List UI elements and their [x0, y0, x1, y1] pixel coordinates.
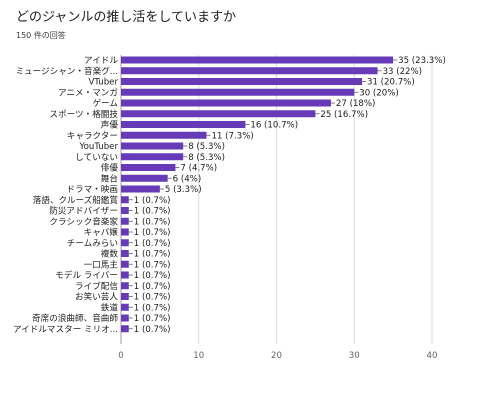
value-label: 1 (0.7%)	[134, 196, 171, 206]
category-label: キャバ嬢	[84, 226, 119, 238]
x-tick-label: 30	[349, 351, 360, 361]
category-label: 俳優	[101, 162, 119, 174]
bar	[121, 293, 129, 300]
x-tick-label: 10	[193, 351, 204, 361]
value-label: 8 (5.3%)	[188, 153, 225, 163]
bar	[121, 271, 129, 279]
chart-title: どのジャンルの推し活をしていますか	[16, 10, 236, 25]
value-label: 16 (10.7%)	[250, 121, 298, 131]
category-label: 奇席の浪曲師、音曲師	[32, 312, 118, 324]
bar	[121, 185, 160, 193]
value-label: 5 (3.3%)	[165, 185, 202, 195]
category-label: していない	[75, 152, 118, 163]
value-label: 1 (0.7%)	[134, 314, 171, 324]
category-label: ゲーム	[92, 97, 118, 109]
bar	[121, 228, 129, 236]
value-label: 33 (22%)	[383, 67, 422, 77]
bar	[121, 250, 129, 257]
value-label: 1 (0.7%)	[134, 271, 171, 281]
category-label: ミュージシャン・音楽グ...	[15, 65, 118, 77]
category-label: スポーツ・格闘技	[49, 108, 118, 120]
bar	[121, 196, 129, 204]
bar	[121, 88, 355, 96]
category-label: 防災アドバイザー	[49, 205, 118, 217]
category-label: 落語、クルーズ船鑑賞	[33, 194, 119, 206]
bar	[121, 110, 316, 118]
value-label: 8 (5.3%)	[188, 142, 225, 152]
category-label: クラシック音楽家	[49, 215, 118, 227]
x-tick-label: 20	[271, 351, 282, 361]
x-tick-label: 40	[427, 351, 438, 361]
bar	[121, 164, 176, 171]
value-label: 1 (0.7%)	[134, 293, 171, 303]
value-label: 31 (20.7%)	[367, 78, 415, 88]
value-label: 35 (23.3%)	[398, 56, 446, 66]
bar	[121, 99, 331, 107]
value-label: 11 (7.3%)	[212, 131, 254, 141]
value-label: 1 (0.7%)	[134, 228, 171, 238]
category-label: アイドルマスター ミリオ...	[13, 324, 118, 335]
bar	[121, 282, 129, 290]
bar	[121, 303, 129, 311]
bar	[121, 325, 129, 333]
bar	[121, 260, 129, 268]
bar	[121, 314, 129, 322]
value-label: 1 (0.7%)	[134, 260, 171, 270]
bar	[121, 153, 184, 161]
value-label: 6 (4%)	[173, 174, 202, 184]
category-label: チームみらい	[67, 238, 118, 249]
value-label: 1 (0.7%)	[134, 250, 171, 260]
value-label: 1 (0.7%)	[134, 217, 171, 227]
category-label: ドラマ・映画	[66, 183, 118, 195]
value-label: 1 (0.7%)	[134, 303, 171, 313]
bar	[121, 217, 129, 225]
category-label: キャラクター	[67, 130, 118, 141]
bar	[121, 239, 129, 247]
bar	[121, 207, 129, 214]
value-label: 1 (0.7%)	[134, 282, 171, 292]
category-label: 一口馬主	[84, 258, 119, 270]
category-label: 声優	[101, 119, 119, 131]
bar	[121, 67, 378, 75]
value-label: 30 (20%)	[359, 88, 398, 98]
category-label: 舞台	[101, 172, 118, 184]
category-label: 複数	[101, 248, 119, 260]
category-label: お笑い芸人	[75, 291, 118, 303]
category-label: YouTuber	[79, 142, 119, 152]
bar	[121, 56, 394, 64]
value-label: 1 (0.7%)	[134, 207, 171, 217]
bar	[121, 174, 168, 182]
x-tick-label: 0	[118, 351, 123, 361]
category-label: モデル ライバー	[55, 269, 118, 281]
category-label: ライブ配信	[75, 280, 118, 292]
bar	[121, 78, 363, 85]
category-label: 鉄道	[101, 301, 119, 313]
bar	[121, 131, 207, 139]
value-label: 7 (4.7%)	[180, 164, 217, 174]
bar	[121, 121, 246, 128]
category-label: アイドル	[84, 56, 118, 66]
bar	[121, 142, 184, 150]
response-count: 150 件の回答	[16, 31, 66, 40]
value-label: 27 (18%)	[336, 99, 375, 109]
category-label: アニメ・マンガ	[58, 87, 118, 98]
value-label: 1 (0.7%)	[134, 239, 171, 249]
category-label: VTuber	[88, 78, 118, 88]
value-label: 1 (0.7%)	[134, 325, 171, 335]
value-label: 25 (16.7%)	[320, 110, 368, 120]
